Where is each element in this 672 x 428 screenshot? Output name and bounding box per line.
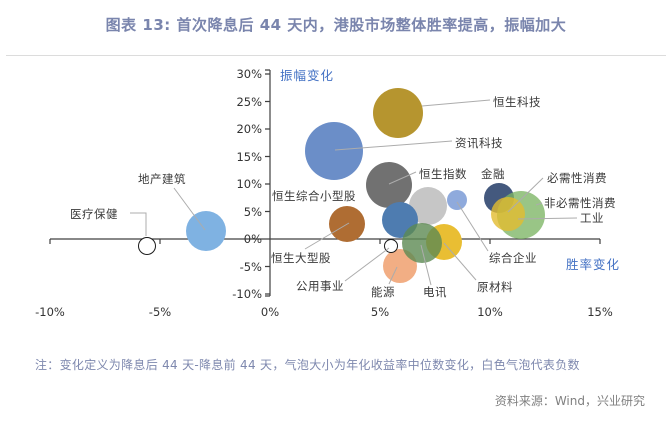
label-恒生指数: 恒生指数 xyxy=(419,167,467,181)
label-金融: 金融 xyxy=(481,167,505,181)
x-tick-label: -5% xyxy=(148,305,172,319)
leader-医疗保健 xyxy=(130,212,147,236)
bubble-医疗保健 xyxy=(137,237,156,256)
label-医疗保健: 医疗保健 xyxy=(70,207,118,221)
label-公用事业: 公用事业 xyxy=(296,279,344,293)
bubble-恒生科技 xyxy=(372,87,423,138)
label-恒生大型股: 恒生大型股 xyxy=(271,251,331,265)
leader-地产建筑 xyxy=(173,187,206,231)
bubble-恒生指数 xyxy=(365,162,412,209)
y-tick-label: -10% xyxy=(232,287,262,301)
leader-综合企业 xyxy=(456,201,489,252)
x-axis-title: 胜率变化 xyxy=(566,257,621,272)
label-恒生综合小型股: 恒生综合小型股 xyxy=(272,189,356,203)
label-恒生科技: 恒生科技 xyxy=(493,95,541,109)
leader-工业 xyxy=(517,217,578,220)
y-tick-label: 20% xyxy=(236,122,262,136)
leader-恒生科技 xyxy=(421,99,491,107)
bubble-综合企业 xyxy=(447,189,467,210)
label-工业: 工业 xyxy=(580,211,604,225)
x-tick-label: 0% xyxy=(260,305,280,319)
leader-电讯 xyxy=(420,244,432,286)
label-地产建筑: 地产建筑 xyxy=(138,172,186,186)
leader-恒生指数 xyxy=(388,171,417,185)
y-tick-label: 5% xyxy=(243,204,262,219)
figure-note: 注：变化定义为降息后 44 天-降息前 44 天，气泡大小为年化收益率中位数变化… xyxy=(35,358,580,372)
bubble-电讯 xyxy=(401,222,442,263)
label-综合企业: 综合企业 xyxy=(489,251,537,265)
y-tick-label: 0% xyxy=(243,232,262,246)
bubble-必需性消费 xyxy=(490,197,525,232)
label-必需性消费: 必需性消费 xyxy=(547,171,607,185)
y-axis-title: 振幅变化 xyxy=(280,68,335,83)
title-divider xyxy=(6,55,666,56)
x-tick-label: 10% xyxy=(477,305,503,319)
leader-原材料 xyxy=(443,242,477,281)
y-tick-label: 30% xyxy=(236,67,262,81)
label-能源: 能源 xyxy=(371,285,395,299)
figure-title: 图表 13: 首次降息后 44 天内，港股市场整体胜率提高，振幅加大 xyxy=(105,16,567,34)
y-tick-label: 15% xyxy=(236,149,262,164)
leader-能源 xyxy=(388,266,398,285)
bubble-资讯科技 xyxy=(304,122,363,180)
x-tick-label: 5% xyxy=(370,305,390,319)
x-tick-label: -10% xyxy=(35,305,65,319)
label-资讯科技: 资讯科技 xyxy=(455,136,503,150)
leader-恒生大型股 xyxy=(304,222,350,250)
leader-公用事业 xyxy=(344,247,390,282)
label-非必需性消费: 非必需性消费 xyxy=(544,196,616,210)
bubble-地产建筑 xyxy=(186,210,227,251)
y-tick-label: -5% xyxy=(239,259,262,274)
leader-资讯科技 xyxy=(334,140,453,151)
figure-source: 资料来源：Wind，兴业研究 xyxy=(494,394,645,408)
x-tick-label: 15% xyxy=(587,305,613,319)
y-tick-label: 25% xyxy=(236,94,262,109)
label-原材料: 原材料 xyxy=(477,280,513,294)
y-tick-label: 10% xyxy=(236,177,262,191)
leader-非必需性消费 xyxy=(535,202,543,206)
leader-必需性消费 xyxy=(507,177,544,213)
label-电讯: 电讯 xyxy=(423,285,447,299)
